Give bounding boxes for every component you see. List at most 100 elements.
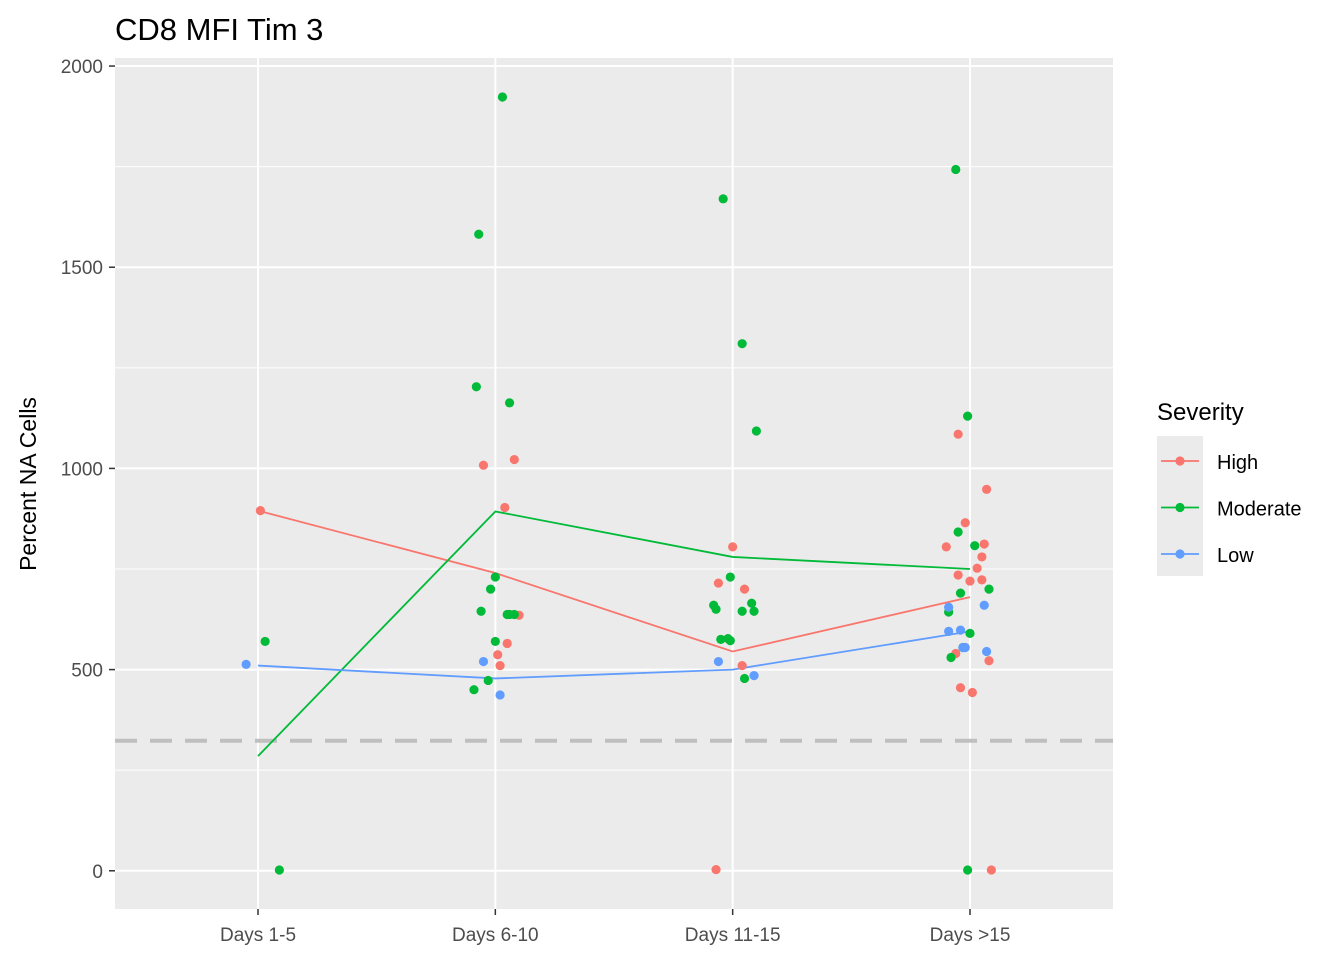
data-point-low bbox=[955, 625, 966, 635]
data-point-high bbox=[960, 518, 970, 528]
x-tick-label: Days 11-15 bbox=[685, 925, 781, 946]
data-point-moderate bbox=[737, 606, 747, 616]
data-point-high bbox=[955, 683, 966, 693]
chart-title: CD8 MFI Tim 3 bbox=[115, 12, 323, 47]
data-point-high bbox=[739, 584, 750, 594]
data-points bbox=[241, 92, 996, 875]
data-point-high bbox=[493, 650, 503, 660]
data-point-moderate bbox=[485, 584, 496, 594]
data-point-low bbox=[478, 656, 489, 667]
x-tick-label: Days 6-10 bbox=[452, 925, 539, 946]
data-point-moderate bbox=[737, 339, 747, 349]
x-tick-label: Days >15 bbox=[930, 925, 1011, 946]
y-tick-label: 2000 bbox=[61, 57, 103, 78]
data-point-moderate bbox=[483, 675, 493, 686]
plot-panel bbox=[115, 58, 1113, 909]
x-axis: Days 1-5 Days 6-10 Days 11-15 Days >15 bbox=[220, 909, 1010, 946]
minor-gridlines bbox=[115, 166, 1113, 771]
data-point-high bbox=[255, 506, 265, 516]
data-point-low bbox=[713, 656, 724, 667]
data-point-low bbox=[944, 602, 954, 612]
data-point-moderate bbox=[955, 588, 966, 598]
data-point-low bbox=[958, 642, 968, 653]
data-point-moderate bbox=[718, 194, 728, 204]
legend-title: Severity bbox=[1157, 399, 1244, 426]
data-point-high bbox=[509, 454, 519, 465]
data-point-moderate bbox=[471, 382, 481, 392]
data-point-high bbox=[965, 576, 975, 586]
data-point-moderate bbox=[953, 527, 963, 537]
data-point-high bbox=[495, 660, 505, 671]
data-point-moderate bbox=[509, 609, 519, 620]
data-point-low bbox=[944, 626, 954, 636]
legend-key-point bbox=[1175, 502, 1185, 513]
data-point-high bbox=[972, 563, 982, 573]
y-tick-label: 0 bbox=[92, 862, 103, 883]
data-point-moderate bbox=[751, 426, 762, 436]
y-tick-label: 1000 bbox=[61, 459, 103, 480]
data-point-high bbox=[737, 660, 747, 671]
data-point-moderate bbox=[965, 628, 975, 638]
data-point-moderate bbox=[474, 229, 484, 239]
data-point-low bbox=[979, 600, 989, 610]
data-point-moderate bbox=[970, 541, 980, 551]
data-point-high bbox=[728, 542, 738, 552]
legend-label-moderate: Moderate bbox=[1217, 499, 1302, 521]
y-axis-title: Percent NA Cells bbox=[15, 397, 41, 571]
major-gridlines bbox=[115, 58, 1113, 909]
data-point-high bbox=[502, 638, 512, 649]
data-point-moderate bbox=[711, 604, 721, 614]
data-point-moderate bbox=[946, 652, 956, 663]
data-point-high bbox=[711, 864, 721, 875]
legend-key-point bbox=[1175, 549, 1185, 559]
legend-label-high: High bbox=[1217, 452, 1258, 474]
data-point-moderate bbox=[963, 865, 973, 875]
data-point-moderate bbox=[749, 606, 759, 616]
legend: Severity High Moderate Low bbox=[1157, 399, 1302, 576]
series-line-low bbox=[257, 630, 971, 680]
data-point-high bbox=[967, 687, 977, 698]
data-point-high bbox=[500, 502, 510, 513]
data-point-moderate bbox=[725, 636, 735, 646]
legend-label-low: Low bbox=[1217, 545, 1254, 567]
data-point-high bbox=[953, 570, 963, 580]
data-point-moderate bbox=[963, 411, 973, 421]
data-point-high bbox=[986, 865, 996, 875]
data-point-low bbox=[241, 659, 251, 669]
data-point-high bbox=[953, 429, 963, 439]
data-point-low bbox=[749, 671, 759, 681]
y-tick-label: 500 bbox=[71, 661, 103, 682]
data-point-moderate bbox=[716, 634, 726, 645]
series-line-moderate bbox=[257, 510, 971, 757]
data-point-moderate bbox=[739, 673, 750, 684]
data-point-high bbox=[977, 552, 987, 562]
data-point-high bbox=[984, 656, 994, 666]
data-point-low bbox=[495, 690, 505, 700]
data-point-low bbox=[982, 646, 992, 657]
data-point-moderate bbox=[725, 572, 735, 582]
data-point-high bbox=[979, 539, 989, 549]
data-point-moderate bbox=[747, 598, 757, 608]
data-point-moderate bbox=[476, 606, 486, 616]
data-point-high bbox=[713, 578, 724, 588]
data-point-moderate bbox=[490, 636, 500, 647]
data-point-moderate bbox=[469, 685, 479, 695]
x-tick-label: Days 1-5 bbox=[220, 925, 296, 946]
series-lines bbox=[257, 509, 971, 757]
data-point-high bbox=[941, 542, 951, 552]
data-point-moderate bbox=[504, 398, 515, 408]
data-point-moderate bbox=[274, 865, 284, 875]
data-point-high bbox=[982, 484, 992, 494]
y-axis: 0 500 1000 1500 2000 bbox=[61, 57, 115, 883]
data-point-moderate bbox=[951, 164, 961, 175]
data-point-moderate bbox=[984, 584, 994, 594]
legend-key-point bbox=[1175, 456, 1185, 466]
data-point-moderate bbox=[260, 636, 270, 647]
data-point-moderate bbox=[490, 572, 500, 582]
data-point-moderate bbox=[497, 92, 508, 102]
data-point-high bbox=[977, 575, 987, 585]
data-point-high bbox=[478, 460, 489, 470]
y-tick-label: 1500 bbox=[61, 258, 103, 279]
